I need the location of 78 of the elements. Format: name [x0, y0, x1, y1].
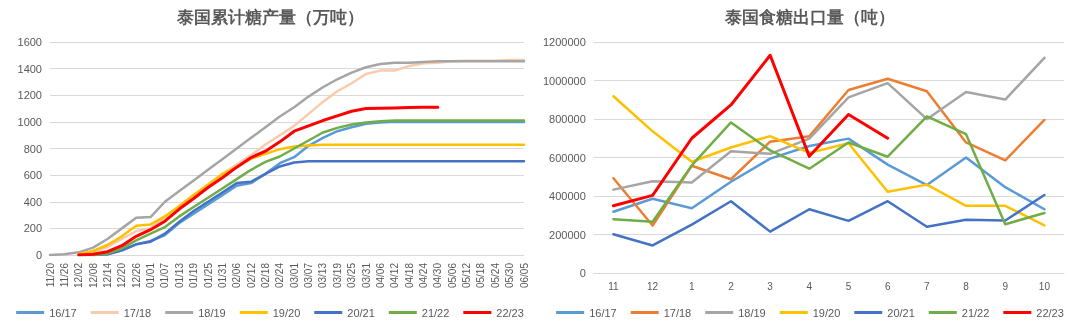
x-tick-label: 05/30	[504, 262, 516, 289]
x-tick-label: 03/25	[346, 262, 358, 289]
x-tick-label: 04/06	[374, 262, 386, 289]
x-tick-label: 02/06	[231, 262, 243, 289]
legend-label: 21/22	[421, 306, 450, 319]
y-tick-label: 1200000	[543, 36, 586, 48]
y-tick-label: 1000000	[543, 74, 586, 87]
x-tick-label: 12	[647, 280, 659, 292]
y-tick-label: 200	[23, 222, 42, 235]
x-tick-label: 03/13	[317, 262, 329, 289]
x-tick-label: 11/26	[58, 262, 70, 288]
x-tick-label: 03/07	[303, 262, 315, 289]
x-tick-label: 05/18	[475, 262, 487, 289]
y-tick-label: 1000	[17, 115, 42, 128]
x-tick-label: 03/19	[331, 262, 343, 289]
y-tick-label: 600	[23, 169, 42, 182]
y-tick-label: 1400	[17, 62, 42, 75]
x-tick-label: 3	[767, 280, 774, 292]
legend-label: 16/17	[589, 306, 617, 319]
y-tick-label: 200000	[549, 228, 586, 241]
x-tick-label: 04/24	[417, 262, 429, 289]
x-tick-label: 12/26	[130, 262, 142, 289]
y-tick-label: 400000	[549, 190, 586, 202]
x-tick-label: 03/31	[360, 262, 372, 289]
x-tick-label: 02/24	[274, 262, 286, 289]
x-tick-label: 1	[689, 280, 695, 292]
x-tick-label: 12/02	[73, 262, 85, 289]
x-tick-label: 10	[1038, 280, 1051, 292]
x-tick-label: 01/07	[159, 262, 171, 289]
x-tick-label: 01/13	[173, 262, 185, 289]
chart-title: 泰国食糖出口量（吨）	[724, 8, 895, 27]
legend-label: 19/20	[272, 306, 301, 319]
x-tick-label: 12/14	[101, 262, 113, 289]
x-tick-label: 02/18	[259, 262, 271, 289]
y-tick-label: 1600	[17, 36, 42, 48]
y-tick-label: 0	[35, 249, 42, 261]
y-tick-label: 800	[23, 142, 42, 155]
x-tick-label: 05/12	[461, 262, 473, 289]
x-tick-label: 04/12	[389, 262, 401, 289]
y-tick-label: 600000	[549, 151, 586, 164]
x-tick-label: 04/30	[432, 262, 444, 289]
x-tick-label: 11	[608, 280, 620, 292]
x-tick-label: 8	[963, 280, 970, 292]
legend-label: 18/19	[738, 306, 766, 319]
x-tick-label: 04/18	[403, 262, 415, 289]
x-tick-label: 6	[884, 280, 891, 292]
x-tick-label: 4	[806, 280, 813, 292]
legend-label: 18/19	[198, 306, 226, 319]
x-tick-label: 01/31	[216, 262, 228, 289]
x-tick-label: 05/24	[489, 262, 501, 289]
legend-label: 22/23	[1036, 306, 1064, 319]
y-tick-label: 400	[23, 195, 42, 208]
x-tick-label: 01/01	[145, 262, 157, 289]
legend-label: 22/23	[496, 306, 524, 319]
legend-label: 19/20	[812, 306, 841, 319]
x-tick-label: 01/19	[188, 262, 200, 289]
x-tick-label: 02/12	[245, 262, 257, 289]
y-tick-label: 800000	[549, 113, 586, 125]
x-tick-label: 7	[924, 280, 931, 292]
y-tick-label: 1200	[17, 89, 42, 102]
legend-label: 21/22	[961, 306, 990, 319]
x-tick-label: 12/20	[116, 262, 128, 289]
chart-title: 泰国累计糖产量（万吨）	[175, 8, 364, 27]
legend-label: 16/17	[49, 306, 77, 319]
x-tick-label: 03/01	[288, 262, 300, 289]
x-tick-label: 06/05	[518, 262, 530, 289]
x-tick-label: 9	[1002, 280, 1009, 292]
x-tick-label: 2	[728, 280, 735, 292]
legend-label: 20/21	[887, 306, 915, 319]
y-tick-label: 0	[579, 267, 586, 279]
x-tick-label: 11/20	[44, 262, 56, 288]
legend-label: 17/18	[663, 306, 692, 319]
legend-label: 17/18	[123, 306, 152, 319]
x-tick-label: 5	[845, 280, 852, 292]
x-tick-label: 01/25	[202, 262, 214, 289]
x-tick-label: 12/08	[87, 262, 99, 289]
x-tick-label: 05/06	[446, 262, 458, 289]
legend-label: 20/21	[347, 306, 375, 319]
